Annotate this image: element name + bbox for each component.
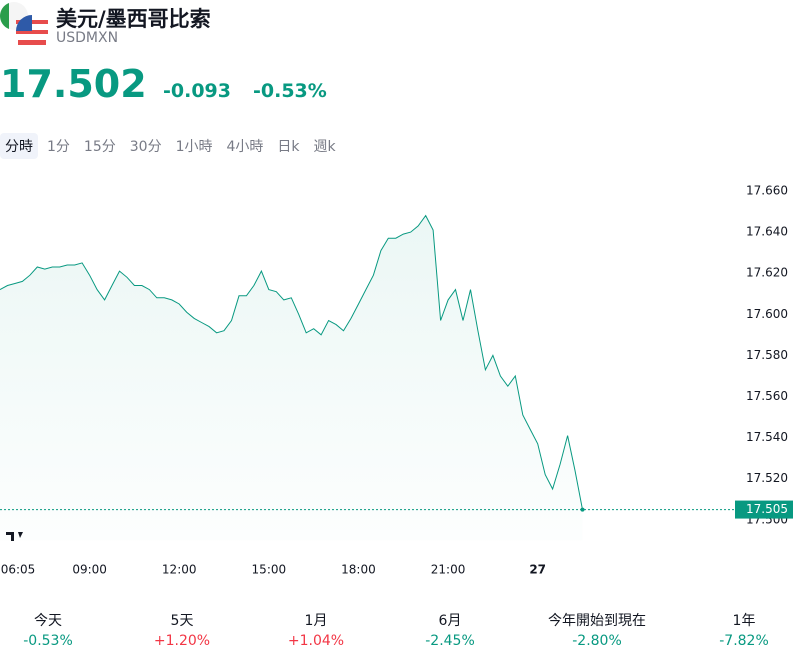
chart: 17.50017.52017.54017.56017.58017.60017.6…: [0, 183, 793, 577]
last-price-box: [735, 500, 793, 519]
performance-item: 今天 -0.53%: [0, 610, 118, 649]
period-label: 今天: [34, 613, 62, 629]
tab[interactable]: 1小時: [175, 139, 213, 155]
x-tick-label: 27: [529, 563, 546, 577]
period-label: 今年開始到現在: [548, 613, 646, 629]
tab[interactable]: 分時: [0, 133, 38, 159]
price-line: [0, 214, 583, 510]
period-change: -2.45%: [425, 633, 475, 649]
tab[interactable]: 15分: [83, 139, 116, 155]
x-tick-label: 09:00: [72, 563, 107, 577]
performance-item: 今年開始到現在 -2.80%: [527, 610, 667, 649]
title: 美元/墨西哥比索: [56, 7, 211, 31]
period-label: 1年: [732, 613, 756, 629]
performance-item: 1月 +1.04%: [246, 610, 386, 649]
period-label: 6月: [438, 613, 462, 629]
performance-item: 1年 -7.82%: [674, 610, 800, 649]
y-tick-label: 17.580: [746, 348, 788, 362]
tab[interactable]: 4小時: [226, 139, 264, 155]
y-tick-label: 17.620: [746, 266, 788, 280]
x-tick-label: 12:00: [162, 563, 197, 577]
x-tick-label: 06:05: [1, 563, 36, 577]
performance-item: 5天 +1.20%: [112, 610, 252, 649]
tab[interactable]: 1分: [47, 139, 70, 155]
tabs: 分時 1分 15分 30分 1小時 4小時 日k 週k: [0, 133, 341, 159]
x-tick-label: 15:00: [252, 563, 287, 577]
y-tick-label: 17.600: [746, 307, 788, 321]
tab[interactable]: 週k: [313, 139, 336, 155]
tab[interactable]: 30分: [129, 139, 162, 155]
period-change: +1.20%: [153, 633, 211, 649]
period-label: 1月: [304, 613, 328, 629]
change: -0.093: [163, 80, 231, 102]
y-tick-label: 17.640: [746, 225, 788, 239]
area: [0, 215, 583, 541]
last-point: [580, 507, 585, 512]
price: 17.502: [0, 62, 147, 106]
change-percent: -0.53%: [253, 80, 327, 102]
y-tick-label: 17.560: [746, 389, 788, 403]
y-tick-label: 17.660: [746, 183, 788, 197]
period-change: +1.04%: [287, 633, 345, 649]
period-change: -2.80%: [572, 633, 622, 649]
performance-item: 6月 -2.45%: [380, 610, 520, 649]
symbol: USDMXN: [56, 30, 119, 46]
y-tick-label: 17.520: [746, 471, 788, 485]
x-tick-label: 18:00: [341, 563, 376, 577]
period-label: 5天: [170, 613, 194, 629]
period-change: -7.82%: [719, 633, 769, 649]
flag-icons: [0, 2, 48, 47]
x-tick-label: 21:00: [431, 563, 466, 577]
y-tick-label: 17.540: [746, 430, 788, 444]
period-change: -0.53%: [23, 633, 73, 649]
last-price-label: 17.505: [746, 502, 788, 516]
tab[interactable]: 日k: [277, 139, 300, 155]
